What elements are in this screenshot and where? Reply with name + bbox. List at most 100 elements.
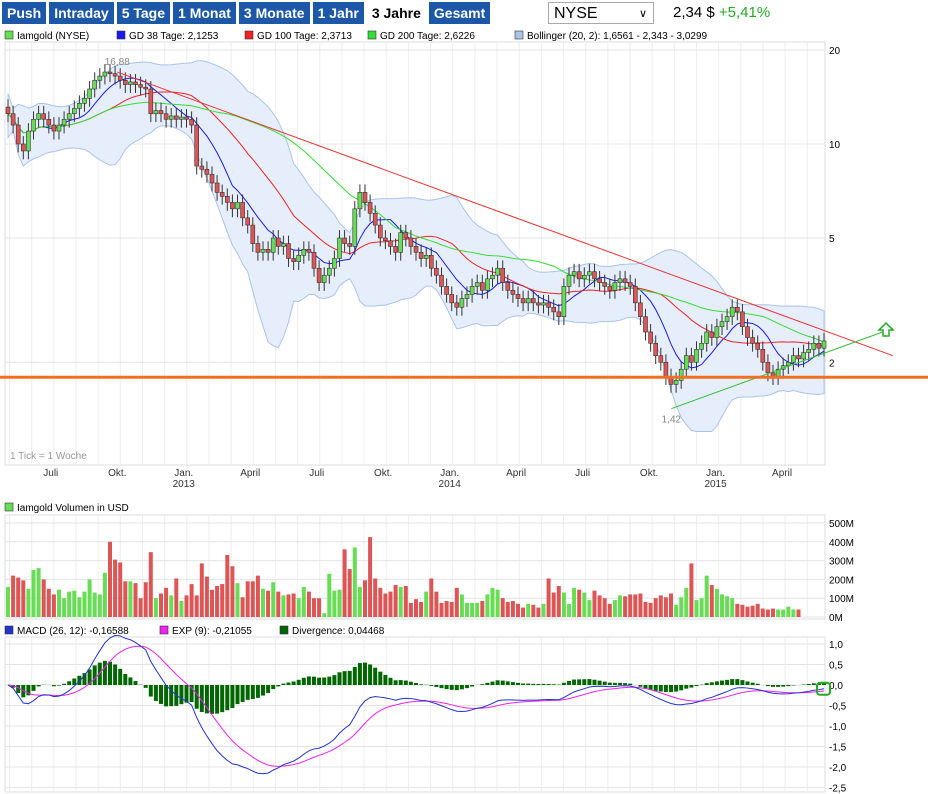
divergence-bar [164, 685, 169, 707]
divergence-bar [67, 681, 72, 685]
candle [10, 113, 16, 126]
divergence-bar [765, 685, 770, 687]
divergence-bar [87, 669, 92, 685]
candle [219, 192, 225, 197]
volume-bar [153, 598, 158, 617]
divergence-bar [97, 662, 102, 685]
divergence-bar [57, 685, 61, 686]
volume-bar [791, 609, 796, 617]
range-tab-3-monate[interactable]: 3 Monate [238, 2, 310, 24]
divergence-bar [602, 681, 607, 685]
chevron-down-icon: ∨ [638, 8, 647, 20]
range-tab-3-jahre[interactable]: 3 Jahre [366, 2, 426, 24]
divergence-bar [199, 685, 204, 713]
x-tick-label: Okt. [640, 468, 658, 479]
divergence-bar [612, 682, 617, 685]
volume-bar [220, 584, 225, 617]
divergence-bar [255, 685, 260, 698]
candle [474, 282, 480, 287]
volume-bar [480, 601, 485, 617]
volume-bar [143, 582, 148, 617]
volume-bar [628, 594, 633, 617]
divergence-bar [755, 683, 760, 685]
candle [179, 116, 184, 120]
range-tab-gesamt[interactable]: Gesamt [428, 2, 491, 24]
tick-note: 1 Tick = 1 Woche [10, 451, 87, 462]
volume-bar [286, 594, 291, 617]
range-tab-push[interactable]: Push [2, 2, 47, 24]
divergence-bar [434, 685, 439, 687]
volume-bar [378, 587, 383, 617]
divergence-bar [276, 685, 281, 687]
divergence-bar [541, 683, 546, 685]
range-tabs: Push Intraday 5 Tage 1 Monat 3 Monate 1 Jahr 3… [2, 2, 491, 24]
exchange-select[interactable]: NYSE ∨ [548, 2, 654, 24]
candle [485, 278, 490, 291]
volume-bar [582, 592, 587, 617]
divergence-bar [204, 685, 209, 714]
volume-bar [587, 600, 592, 617]
divergence-bar [82, 673, 87, 685]
volume-bar [72, 590, 77, 617]
volume-bar [169, 595, 174, 617]
candle [66, 113, 72, 120]
divergence-bar [439, 685, 444, 689]
volume-bar [699, 598, 704, 617]
divergence-bar [531, 683, 536, 685]
annotation: 1,42 [662, 415, 682, 426]
volume-bar [765, 609, 770, 617]
candle [41, 113, 47, 120]
candle [612, 282, 618, 291]
range-tab-5-tage[interactable]: 5 Tage [116, 2, 171, 24]
candle [143, 86, 148, 90]
candle [107, 71, 113, 74]
divergence-bar [148, 685, 153, 697]
candle [174, 115, 179, 120]
candle [362, 192, 368, 203]
candle [449, 294, 455, 304]
volume-bar [46, 588, 51, 617]
macd-legend-label: EXP (9): -0,21055 [172, 626, 252, 637]
price-legend-label: GD 38 Tage: 2,1253 [129, 31, 219, 42]
range-tab-intraday[interactable]: Intraday [49, 2, 114, 24]
volume-bar [26, 588, 31, 617]
volume-tick-label: 200M [829, 575, 854, 586]
macd-tick-label: 1,0 [829, 640, 843, 651]
volume-bar [704, 575, 709, 617]
divergence-bar [194, 685, 199, 709]
candle [209, 173, 215, 184]
candle [464, 294, 470, 299]
candle [576, 271, 582, 280]
volume-bar [638, 593, 643, 617]
volume-bar [444, 601, 449, 617]
candle [296, 255, 302, 262]
divergence-bar [459, 685, 464, 690]
candle [423, 255, 429, 259]
volume-bar [11, 575, 16, 617]
candle [153, 110, 159, 115]
divergence-bar [694, 685, 699, 687]
volume-bar [720, 594, 724, 617]
volume-bar [516, 603, 520, 617]
range-tab-1-jahr[interactable]: 1 Jahr [312, 2, 364, 24]
volume-bar [189, 584, 194, 617]
volume-bar [663, 597, 668, 617]
candle [240, 202, 245, 219]
volume-bar [618, 595, 622, 617]
volume-bar [317, 598, 322, 617]
candle [82, 98, 87, 104]
volume-bar [475, 602, 480, 617]
divergence-bar [781, 685, 786, 687]
divergence-bar [383, 674, 388, 685]
range-tab-1-monat[interactable]: 1 Monat [173, 2, 236, 24]
divergence-bar [811, 683, 816, 685]
candle [638, 302, 643, 317]
divergence-bar [561, 682, 566, 685]
volume-bar [174, 578, 179, 617]
annotation: 16,88 [105, 57, 130, 68]
divergence-bar [500, 680, 505, 685]
volume-bar [357, 586, 362, 617]
x-tick-label: April [240, 468, 260, 479]
candle [658, 355, 664, 363]
divergence-bar [720, 680, 724, 685]
